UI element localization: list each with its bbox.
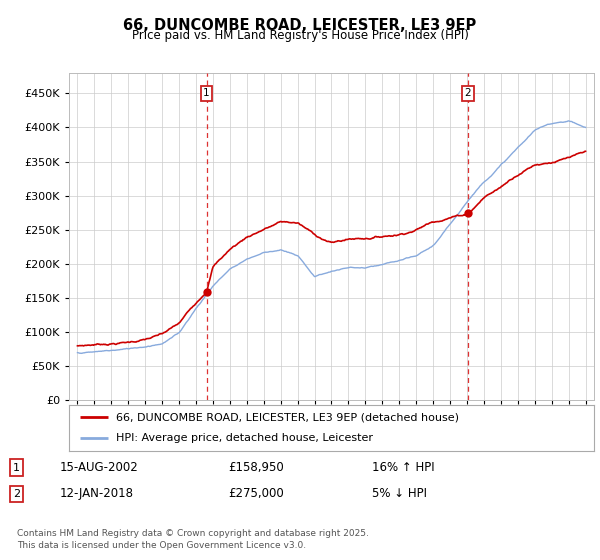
Text: HPI: Average price, detached house, Leicester: HPI: Average price, detached house, Leic… xyxy=(116,433,373,444)
Text: 2: 2 xyxy=(13,489,20,499)
Text: 1: 1 xyxy=(203,88,210,98)
Text: £158,950: £158,950 xyxy=(228,461,284,474)
Text: Price paid vs. HM Land Registry's House Price Index (HPI): Price paid vs. HM Land Registry's House … xyxy=(131,29,469,42)
Text: Contains HM Land Registry data © Crown copyright and database right 2025.
This d: Contains HM Land Registry data © Crown c… xyxy=(17,529,368,550)
Text: 5% ↓ HPI: 5% ↓ HPI xyxy=(372,487,427,501)
Text: 66, DUNCOMBE ROAD, LEICESTER, LE3 9EP (detached house): 66, DUNCOMBE ROAD, LEICESTER, LE3 9EP (d… xyxy=(116,412,459,422)
Text: 66, DUNCOMBE ROAD, LEICESTER, LE3 9EP: 66, DUNCOMBE ROAD, LEICESTER, LE3 9EP xyxy=(124,18,476,34)
Text: 16% ↑ HPI: 16% ↑ HPI xyxy=(372,461,434,474)
Text: 1: 1 xyxy=(13,463,20,473)
Text: 2: 2 xyxy=(464,88,471,98)
Text: 15-AUG-2002: 15-AUG-2002 xyxy=(60,461,139,474)
Text: 12-JAN-2018: 12-JAN-2018 xyxy=(60,487,134,501)
Text: £275,000: £275,000 xyxy=(228,487,284,501)
